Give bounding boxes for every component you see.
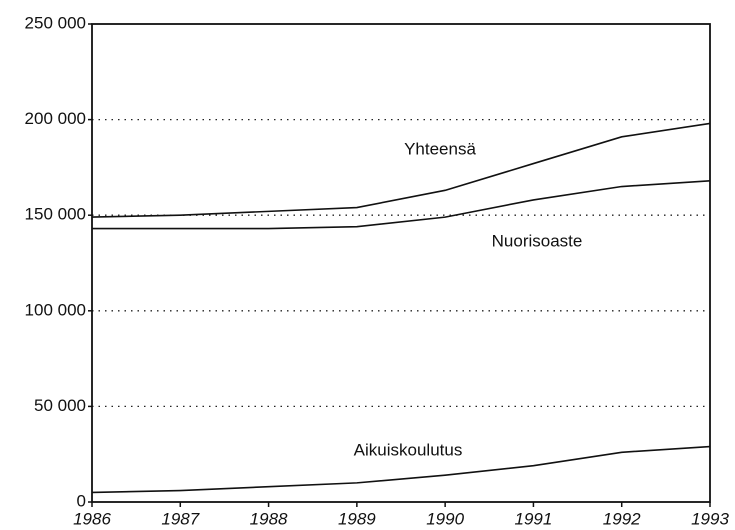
x-tick-label: 1989 [338, 509, 376, 528]
series-label: Yhteensä [404, 139, 476, 158]
x-tick-label: 1990 [426, 509, 464, 528]
y-tick-label: 50 000 [34, 396, 86, 415]
x-tick-label: 1993 [691, 509, 729, 528]
x-tick-label: 1987 [161, 509, 199, 528]
y-tick-label: 100 000 [25, 300, 86, 319]
y-tick-label: 0 [77, 491, 86, 510]
series-label: Aikuiskoulutus [354, 440, 463, 459]
x-tick-label: 1992 [603, 509, 641, 528]
y-tick-label: 200 000 [25, 109, 86, 128]
series-label: Nuorisoaste [492, 231, 583, 250]
series-line [92, 179, 711, 230]
x-tick-label: 1986 [73, 509, 111, 528]
x-tick-label: 1988 [250, 509, 288, 528]
y-tick-label: 250 000 [25, 13, 86, 32]
x-tick-label: 1991 [515, 509, 553, 528]
plot-frame [91, 23, 711, 503]
series-line [91, 122, 711, 218]
y-tick-label: 150 000 [25, 205, 86, 224]
series-line [91, 445, 711, 494]
